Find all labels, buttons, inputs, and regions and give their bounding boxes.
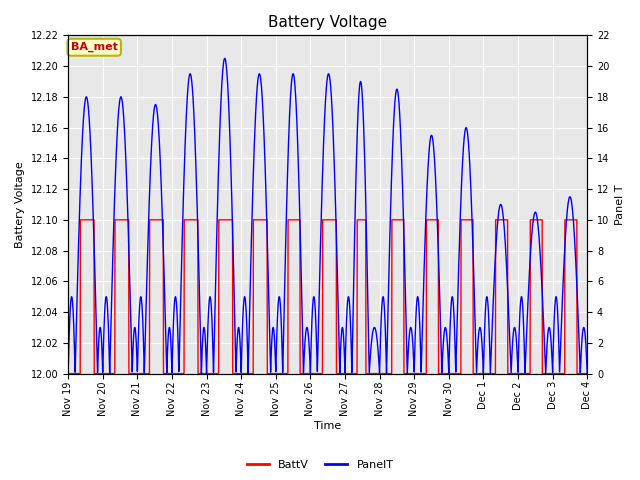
Title: Battery Voltage: Battery Voltage [268,15,387,30]
Legend: BattV, PanelT: BattV, PanelT [242,456,398,474]
X-axis label: Time: Time [314,421,341,432]
Y-axis label: Panel T: Panel T [615,184,625,225]
Y-axis label: Battery Voltage: Battery Voltage [15,161,25,248]
Text: BA_met: BA_met [71,42,118,52]
